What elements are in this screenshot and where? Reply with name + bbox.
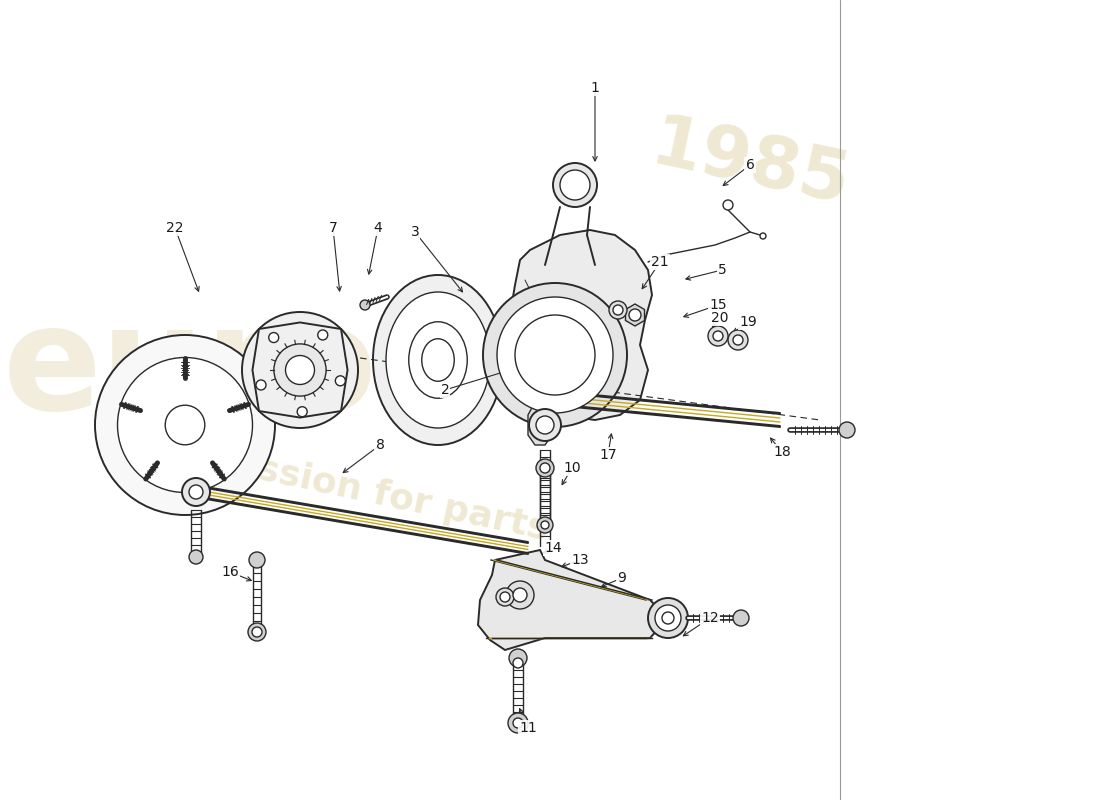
Circle shape: [760, 233, 766, 239]
Text: 9: 9: [617, 571, 626, 585]
Text: 22: 22: [166, 221, 184, 235]
Text: 15: 15: [710, 298, 727, 312]
Circle shape: [509, 649, 527, 667]
Polygon shape: [495, 230, 652, 420]
Circle shape: [182, 478, 210, 506]
Circle shape: [541, 521, 549, 529]
Ellipse shape: [409, 322, 468, 398]
Text: 1985: 1985: [645, 110, 856, 220]
Circle shape: [242, 312, 358, 428]
Circle shape: [713, 331, 723, 341]
Text: 17: 17: [600, 448, 617, 462]
Circle shape: [506, 581, 534, 609]
Circle shape: [536, 459, 554, 477]
Text: euro: euro: [2, 299, 377, 441]
Circle shape: [515, 315, 595, 395]
Text: 18: 18: [773, 445, 791, 459]
Text: 13: 13: [571, 553, 588, 567]
Polygon shape: [252, 322, 348, 418]
Text: 5: 5: [717, 263, 726, 277]
Circle shape: [274, 344, 326, 396]
Text: 11: 11: [519, 721, 537, 735]
Circle shape: [609, 301, 627, 319]
Circle shape: [508, 713, 528, 733]
Circle shape: [252, 627, 262, 637]
Circle shape: [537, 517, 553, 533]
Text: 1: 1: [591, 81, 600, 95]
Text: 16: 16: [221, 565, 239, 579]
Circle shape: [553, 163, 597, 207]
Circle shape: [728, 330, 748, 350]
Circle shape: [513, 658, 522, 668]
Circle shape: [286, 355, 315, 385]
Circle shape: [249, 552, 265, 568]
Text: 3: 3: [410, 225, 419, 239]
Text: 4: 4: [374, 221, 383, 235]
Text: 10: 10: [563, 461, 581, 475]
Text: 12: 12: [701, 611, 718, 625]
Circle shape: [360, 300, 370, 310]
Text: 21: 21: [651, 255, 669, 269]
Circle shape: [654, 605, 681, 631]
Circle shape: [256, 380, 266, 390]
Text: 14: 14: [544, 541, 562, 555]
Circle shape: [560, 170, 590, 200]
Circle shape: [536, 416, 554, 434]
Text: 6: 6: [746, 158, 755, 172]
Text: 8: 8: [375, 438, 384, 452]
Circle shape: [648, 598, 688, 638]
Circle shape: [336, 376, 345, 386]
Circle shape: [483, 283, 627, 427]
Circle shape: [513, 718, 522, 728]
Circle shape: [248, 623, 266, 641]
Polygon shape: [626, 304, 645, 326]
Circle shape: [629, 309, 641, 321]
Circle shape: [733, 335, 742, 345]
Circle shape: [189, 485, 204, 499]
Circle shape: [513, 588, 527, 602]
Circle shape: [118, 358, 253, 493]
Text: 2: 2: [441, 383, 450, 397]
Ellipse shape: [373, 275, 503, 445]
Circle shape: [268, 333, 278, 342]
Ellipse shape: [386, 292, 490, 428]
Polygon shape: [478, 550, 668, 650]
Circle shape: [723, 200, 733, 210]
Ellipse shape: [421, 338, 454, 382]
Circle shape: [540, 463, 550, 473]
Circle shape: [500, 592, 510, 602]
Text: 20: 20: [712, 311, 728, 325]
Circle shape: [95, 335, 275, 515]
Circle shape: [529, 409, 561, 441]
Circle shape: [662, 612, 674, 624]
Circle shape: [318, 330, 328, 340]
Polygon shape: [258, 329, 341, 411]
Circle shape: [839, 422, 855, 438]
Text: 19: 19: [739, 315, 757, 329]
Circle shape: [496, 588, 514, 606]
Circle shape: [189, 550, 204, 564]
Circle shape: [708, 326, 728, 346]
Text: 7: 7: [329, 221, 338, 235]
Circle shape: [497, 297, 613, 413]
Polygon shape: [528, 400, 552, 445]
Circle shape: [297, 406, 307, 417]
Circle shape: [165, 405, 205, 445]
Circle shape: [733, 610, 749, 626]
Text: a passion for parts: a passion for parts: [168, 434, 551, 546]
Circle shape: [613, 305, 623, 315]
